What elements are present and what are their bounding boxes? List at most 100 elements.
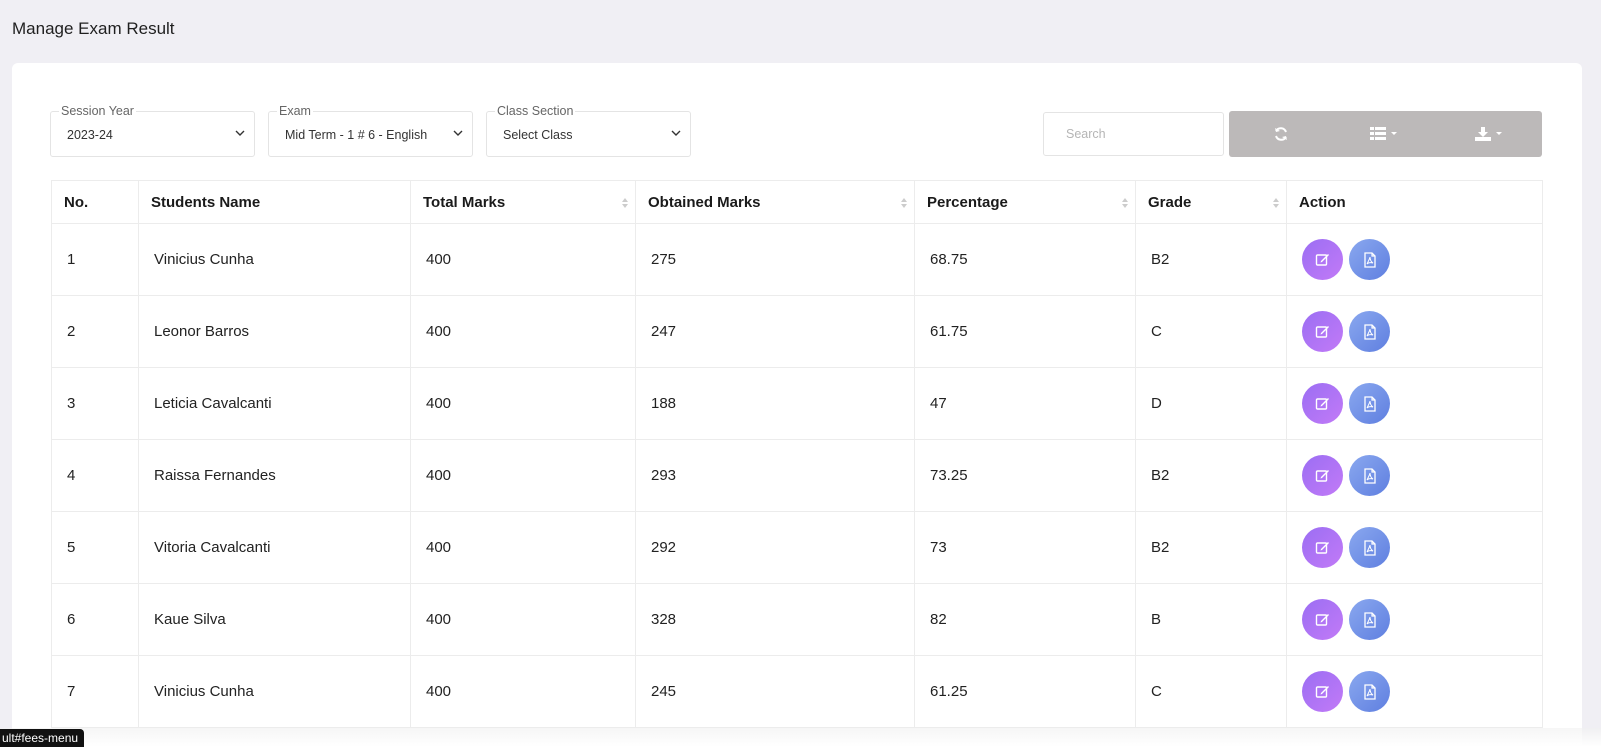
cell-percentage: 68.75 — [914, 223, 1136, 296]
cell-action — [1286, 439, 1543, 512]
cell-grade: B2 — [1135, 511, 1287, 584]
class-section-label: Class Section — [495, 104, 576, 118]
cell-no: 1 — [51, 223, 139, 296]
cell-total-marks: 400 — [410, 367, 636, 440]
columns-button[interactable] — [1333, 111, 1437, 157]
cell-percentage: 61.25 — [914, 655, 1136, 728]
cell-student-name: Leonor Barros — [138, 295, 411, 368]
edit-button[interactable] — [1302, 527, 1343, 568]
cell-obtained-marks: 275 — [635, 223, 915, 296]
cell-obtained-marks: 188 — [635, 367, 915, 440]
cell-no: 4 — [51, 439, 139, 512]
pdf-icon — [1363, 539, 1377, 556]
pdf-button[interactable] — [1349, 527, 1390, 568]
pdf-icon — [1363, 251, 1377, 268]
refresh-icon — [1275, 127, 1288, 141]
sort-icon — [622, 198, 628, 208]
cell-no: 5 — [51, 511, 139, 584]
cell-action — [1286, 223, 1543, 296]
page-title: Manage Exam Result — [12, 19, 175, 38]
session-year-value: 2023-24 — [67, 128, 113, 142]
results-table: No. Students Name Total Marks Obtained M… — [51, 180, 1543, 728]
cell-percentage: 73.25 — [914, 439, 1136, 512]
pdf-button[interactable] — [1349, 455, 1390, 496]
edit-button[interactable] — [1302, 671, 1343, 712]
header-no[interactable]: No. — [51, 180, 139, 224]
edit-button[interactable] — [1302, 455, 1343, 496]
edit-icon — [1315, 468, 1330, 483]
cell-total-marks: 400 — [410, 439, 636, 512]
table-row: 6 Kaue Silva 400 328 82 B — [51, 583, 1543, 656]
table-row: 4 Raissa Fernandes 400 293 73.25 B2 — [51, 439, 1543, 512]
cell-action — [1286, 583, 1543, 656]
pdf-icon — [1363, 611, 1377, 628]
sort-icon — [1122, 198, 1128, 208]
edit-button[interactable] — [1302, 599, 1343, 640]
exam-select[interactable]: Exam Mid Term - 1 # 6 - English — [268, 104, 473, 157]
pdf-button[interactable] — [1349, 671, 1390, 712]
pdf-icon — [1363, 467, 1377, 484]
cell-grade: B2 — [1135, 439, 1287, 512]
edit-button[interactable] — [1302, 311, 1343, 352]
chevron-down-icon — [235, 130, 245, 136]
table-row: 3 Leticia Cavalcanti 400 188 47 D — [51, 367, 1543, 440]
table-row: 5 Vitoria Cavalcanti 400 292 73 B2 — [51, 511, 1543, 584]
pdf-button[interactable] — [1349, 311, 1390, 352]
cell-grade: C — [1135, 295, 1287, 368]
cell-no: 6 — [51, 583, 139, 656]
pdf-icon — [1363, 683, 1377, 700]
refresh-button[interactable] — [1229, 111, 1333, 157]
cell-no: 3 — [51, 367, 139, 440]
table-row: 1 Vinicius Cunha 400 275 68.75 B2 — [51, 223, 1543, 296]
cell-obtained-marks: 247 — [635, 295, 915, 368]
list-icon — [1370, 127, 1398, 140]
chevron-down-icon — [671, 130, 681, 136]
cell-action — [1286, 655, 1543, 728]
cell-total-marks: 400 — [410, 583, 636, 656]
exam-label: Exam — [277, 104, 313, 118]
download-icon — [1474, 127, 1502, 141]
cell-student-name: Vinicius Cunha — [138, 655, 411, 728]
cell-grade: B — [1135, 583, 1287, 656]
pdf-icon — [1363, 323, 1377, 340]
header-total-marks[interactable]: Total Marks — [410, 180, 636, 224]
cell-total-marks: 400 — [410, 655, 636, 728]
class-section-value: Select Class — [503, 128, 573, 142]
cell-student-name: Raissa Fernandes — [138, 439, 411, 512]
cell-obtained-marks: 328 — [635, 583, 915, 656]
cell-student-name: Kaue Silva — [138, 583, 411, 656]
header-percentage[interactable]: Percentage — [914, 180, 1136, 224]
cell-action — [1286, 367, 1543, 440]
class-section-select[interactable]: Class Section Select Class — [486, 104, 691, 157]
edit-button[interactable] — [1302, 383, 1343, 424]
header-action: Action — [1286, 180, 1543, 224]
cell-percentage: 47 — [914, 367, 1136, 440]
cell-percentage: 73 — [914, 511, 1136, 584]
session-year-select[interactable]: Session Year 2023-24 — [50, 104, 255, 157]
pdf-button[interactable] — [1349, 599, 1390, 640]
sort-icon — [1273, 198, 1279, 208]
exam-value: Mid Term - 1 # 6 - English — [285, 128, 428, 142]
table-row: 2 Leonor Barros 400 247 61.75 C — [51, 295, 1543, 368]
results-card: Session Year 2023-24 Exam Mid Term - 1 #… — [12, 63, 1582, 747]
sort-icon — [901, 198, 907, 208]
cell-action — [1286, 511, 1543, 584]
header-students-name[interactable]: Students Name — [138, 180, 411, 224]
cell-obtained-marks: 292 — [635, 511, 915, 584]
export-button[interactable] — [1438, 111, 1542, 157]
pdf-button[interactable] — [1349, 239, 1390, 280]
header-grade[interactable]: Grade — [1135, 180, 1287, 224]
session-year-label: Session Year — [59, 104, 136, 118]
chevron-down-icon — [453, 130, 463, 136]
cell-percentage: 61.75 — [914, 295, 1136, 368]
status-url-tooltip: ult#fees-menu — [0, 729, 85, 747]
edit-icon — [1315, 612, 1330, 627]
cell-student-name: Vitoria Cavalcanti — [138, 511, 411, 584]
cell-total-marks: 400 — [410, 223, 636, 296]
header-obtained-marks[interactable]: Obtained Marks — [635, 180, 915, 224]
search-input[interactable]: Search — [1043, 112, 1224, 156]
cell-total-marks: 400 — [410, 295, 636, 368]
pdf-icon — [1363, 395, 1377, 412]
edit-button[interactable] — [1302, 239, 1343, 280]
pdf-button[interactable] — [1349, 383, 1390, 424]
